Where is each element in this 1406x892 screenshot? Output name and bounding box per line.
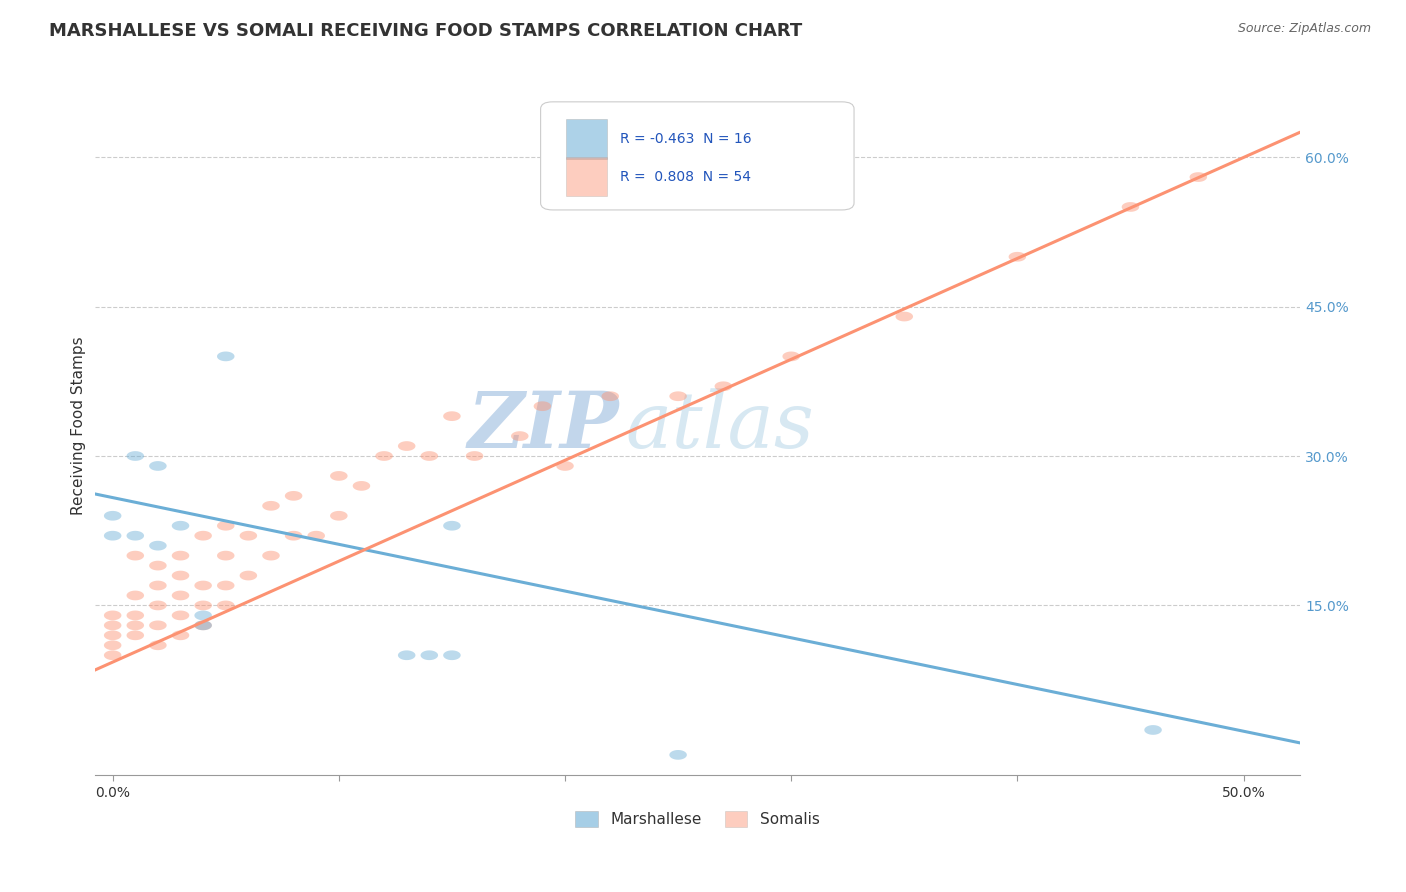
Point xyxy=(1119,200,1142,214)
Point xyxy=(146,539,169,553)
Point xyxy=(509,429,531,443)
Point xyxy=(1007,250,1029,264)
Point xyxy=(440,409,463,424)
Point xyxy=(373,449,395,463)
Point xyxy=(215,549,238,563)
Point xyxy=(711,379,734,393)
Point xyxy=(101,618,124,632)
Point xyxy=(101,648,124,663)
Text: atlas: atlas xyxy=(626,388,814,464)
Point xyxy=(780,350,803,364)
Point xyxy=(124,618,146,632)
Point xyxy=(124,608,146,623)
Point xyxy=(101,508,124,523)
Point xyxy=(146,558,169,573)
Point xyxy=(238,568,260,582)
Point xyxy=(215,599,238,613)
Point xyxy=(124,589,146,603)
Point xyxy=(395,648,418,663)
Point xyxy=(101,608,124,623)
Point xyxy=(124,529,146,543)
Point xyxy=(169,628,191,642)
Point xyxy=(260,549,283,563)
FancyBboxPatch shape xyxy=(541,102,853,210)
Point xyxy=(169,608,191,623)
Point xyxy=(191,618,214,632)
Point xyxy=(418,449,440,463)
Point xyxy=(191,608,214,623)
Point xyxy=(328,469,350,483)
Point xyxy=(554,458,576,473)
Text: MARSHALLESE VS SOMALI RECEIVING FOOD STAMPS CORRELATION CHART: MARSHALLESE VS SOMALI RECEIVING FOOD STA… xyxy=(49,22,803,40)
Point xyxy=(215,518,238,533)
Point xyxy=(464,449,486,463)
Point xyxy=(328,508,350,523)
Point xyxy=(666,747,689,762)
Point xyxy=(169,589,191,603)
FancyBboxPatch shape xyxy=(567,157,607,196)
Point xyxy=(101,638,124,652)
Y-axis label: Receiving Food Stamps: Receiving Food Stamps xyxy=(72,337,86,516)
Point xyxy=(101,628,124,642)
Point xyxy=(666,389,689,403)
Point xyxy=(440,518,463,533)
Point xyxy=(146,618,169,632)
Legend: Marshallese, Somalis: Marshallese, Somalis xyxy=(569,805,825,833)
Point xyxy=(146,599,169,613)
Point xyxy=(101,529,124,543)
Text: ZIP: ZIP xyxy=(467,388,619,465)
Point xyxy=(305,529,328,543)
Point xyxy=(599,389,621,403)
Point xyxy=(395,439,418,453)
Point xyxy=(146,578,169,592)
Text: R = -0.463  N = 16: R = -0.463 N = 16 xyxy=(620,132,752,146)
Point xyxy=(191,529,214,543)
Text: Source: ZipAtlas.com: Source: ZipAtlas.com xyxy=(1237,22,1371,36)
Point xyxy=(260,499,283,513)
Point xyxy=(440,648,463,663)
Point xyxy=(283,529,305,543)
Point xyxy=(1142,723,1164,737)
Point xyxy=(124,628,146,642)
Point xyxy=(169,549,191,563)
Point xyxy=(146,638,169,652)
Point xyxy=(215,350,238,364)
Point xyxy=(893,310,915,324)
Point xyxy=(418,648,440,663)
Point xyxy=(191,618,214,632)
Text: R =  0.808  N = 54: R = 0.808 N = 54 xyxy=(620,169,751,184)
Point xyxy=(191,578,214,592)
Point xyxy=(1187,169,1209,184)
Point xyxy=(124,449,146,463)
Point xyxy=(215,578,238,592)
Point xyxy=(169,518,191,533)
Point xyxy=(124,549,146,563)
Point xyxy=(238,529,260,543)
FancyBboxPatch shape xyxy=(567,119,607,159)
Point xyxy=(169,568,191,582)
Point xyxy=(283,489,305,503)
Point xyxy=(191,599,214,613)
Point xyxy=(146,458,169,473)
Point xyxy=(531,399,554,413)
Point xyxy=(350,479,373,493)
